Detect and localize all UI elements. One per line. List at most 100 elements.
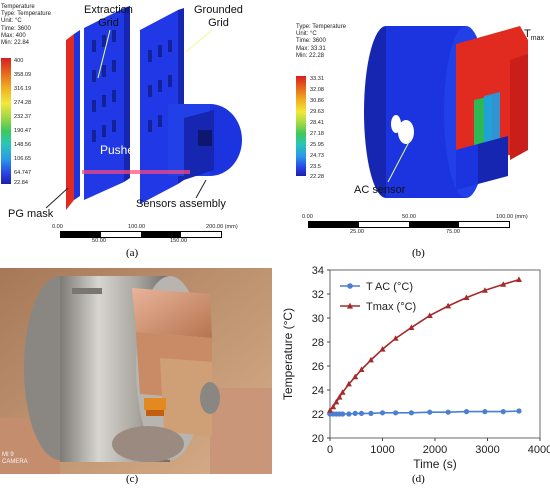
data-point xyxy=(482,409,488,415)
ruler-label: 25.00 xyxy=(350,229,364,235)
legend-label: 148.56 xyxy=(14,142,32,148)
legend-marker xyxy=(347,283,353,289)
callout-lines-b xyxy=(387,139,411,183)
data-point xyxy=(352,410,358,416)
data-point xyxy=(333,398,340,405)
ruler-label: 50.00 xyxy=(402,214,416,220)
x-tick-label: 4000 xyxy=(528,444,550,456)
data-point xyxy=(346,411,352,417)
y-tick-label: 32 xyxy=(312,289,324,301)
color-scale-a xyxy=(1,58,11,184)
legend-marker xyxy=(347,302,353,309)
label-extraction-grid: Extraction Grid xyxy=(84,4,133,29)
caption-d: (d) xyxy=(412,473,425,485)
data-point xyxy=(367,356,374,363)
panel-b: Type: Temperature Unit: °C Time: 3600 Ma… xyxy=(278,0,550,259)
data-point xyxy=(463,294,470,300)
x-tick-label: 2000 xyxy=(423,444,447,456)
info-line: Temperature xyxy=(1,4,35,10)
panel-b-info: Type: Temperature Unit: °C Time: 3600 Ma… xyxy=(296,24,346,60)
legend-label: 25.95 xyxy=(310,142,324,148)
info-line: Time: 3600 xyxy=(296,38,326,45)
legend-label: 29.63 xyxy=(310,109,324,115)
ruler-label: 150.00 xyxy=(170,238,188,244)
data-point xyxy=(393,410,399,416)
camera-watermark: MI 9 CAMERA xyxy=(2,452,28,466)
info-line: Time: 3600 xyxy=(1,25,31,32)
caption-b: (b) xyxy=(412,247,425,259)
info-line: Type: Temperature xyxy=(296,24,346,30)
legend-label: 27.18 xyxy=(310,131,324,137)
y-tick-label: 24 xyxy=(312,385,324,397)
legend-label: 33.31 xyxy=(310,76,324,82)
legend-label: 22.84 xyxy=(14,180,28,186)
data-point xyxy=(463,409,470,415)
legend-label: 358.09 xyxy=(14,72,32,78)
legend-label: 106.65 xyxy=(14,156,32,162)
data-point xyxy=(445,409,451,415)
y-tick-label: 26 xyxy=(312,361,324,373)
data-point xyxy=(408,324,415,330)
data-point xyxy=(481,287,488,293)
label-grounded-grid: Grounded Grid xyxy=(194,4,243,29)
thermal-model-a xyxy=(66,6,242,210)
panel-a: Temperature Type: Temperature Unit: °C T… xyxy=(0,0,272,259)
ruler-label: 0.00 xyxy=(302,214,313,220)
watermark-line: CAMERA xyxy=(2,459,28,465)
x-tick-label: 3000 xyxy=(475,444,499,456)
ruler-label: 200.00 (mm) xyxy=(206,224,238,230)
y-tick-label: 30 xyxy=(312,313,324,325)
legend-label: T AC (°C) xyxy=(366,281,413,293)
label-pg-mask: PG mask xyxy=(8,208,54,220)
info-line: Max: 400 xyxy=(1,32,26,39)
legend-label: 28.41 xyxy=(310,120,324,126)
x-axis-label: Time (s) xyxy=(413,457,457,471)
device-photo xyxy=(0,268,272,474)
legend-label: 24.73 xyxy=(310,153,324,159)
caption-c: (c) xyxy=(126,473,139,485)
legend-label: 32.08 xyxy=(310,87,324,93)
data-point xyxy=(427,409,433,415)
thermal-model-b xyxy=(364,26,528,198)
label-sensors-assembly: Sensors assembly xyxy=(136,198,226,210)
legend-label: 64.747 xyxy=(14,170,32,176)
data-point xyxy=(339,389,346,395)
ruler-label: 100.00 (mm) xyxy=(496,214,528,220)
data-point xyxy=(408,410,414,416)
series-line xyxy=(330,410,520,415)
data-point xyxy=(368,410,374,416)
data-point xyxy=(392,335,399,341)
data-point xyxy=(345,380,352,387)
legend-label: 190.47 xyxy=(14,128,32,134)
data-point xyxy=(352,373,359,380)
panel-c: MI 9 CAMERA (c) xyxy=(0,268,272,488)
legend-label: 274.28 xyxy=(14,100,32,106)
legend-label: 232.37 xyxy=(14,114,32,120)
x-tick-label: 0 xyxy=(327,444,333,456)
data-point xyxy=(516,276,522,282)
y-tick-label: 34 xyxy=(312,265,324,277)
x-tick-label: 1000 xyxy=(370,444,394,456)
legend-label: 22.28 xyxy=(310,174,324,180)
color-scale-b xyxy=(296,76,306,176)
info-line: Min: 22.28 xyxy=(296,52,325,59)
info-line: Type: Temperature xyxy=(1,11,51,18)
y-axis-label: Temperature (°C) xyxy=(281,308,295,400)
legend-label: 30.86 xyxy=(310,98,324,104)
data-point xyxy=(358,366,365,372)
legend-label: 23.5 xyxy=(310,164,321,170)
label-pusher: Pusher xyxy=(100,143,139,157)
data-point xyxy=(340,411,346,417)
ruler-label: 50.00 xyxy=(92,238,106,244)
label-tmax: Tmax xyxy=(524,28,544,42)
info-line: Min: 22.84 xyxy=(1,40,30,47)
caption-a: (a) xyxy=(126,247,139,259)
label-tmax-sub: max xyxy=(530,35,544,43)
info-line: Max: 33.31 xyxy=(296,45,326,52)
panel-d: 20 22 24 26 28 30 32 34 0 1000 2000 3000 4000 Time (s… xyxy=(278,258,550,488)
label-ac-sensor: AC sensor xyxy=(354,184,406,196)
temperature-chart: 20 22 24 26 28 30 32 34 0 1000 2000 3000 4000 Time (s… xyxy=(281,265,550,471)
legend-label: 400 xyxy=(14,58,24,64)
ruler-label: 100.00 xyxy=(128,224,146,230)
y-tick-label: 20 xyxy=(312,433,324,445)
